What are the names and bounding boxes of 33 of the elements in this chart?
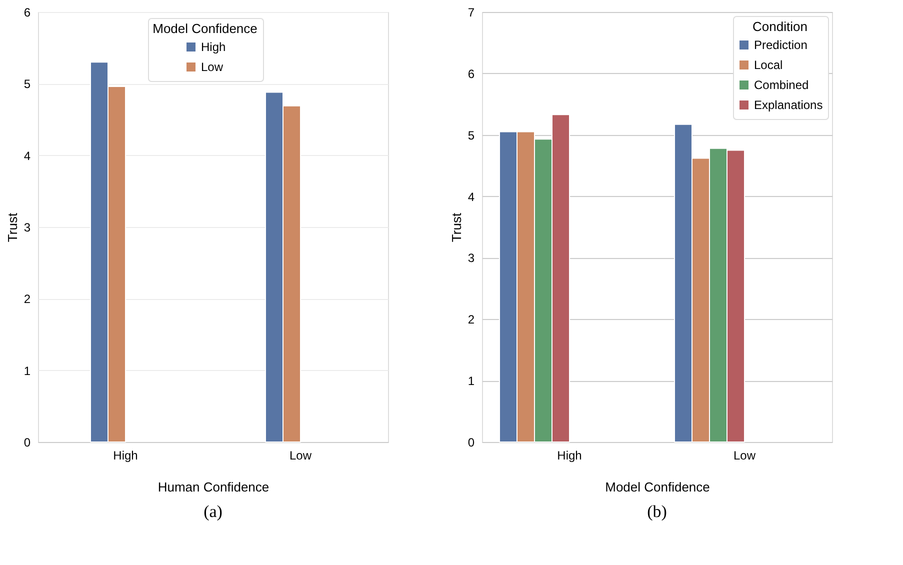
x-tick-label: Low: [289, 448, 312, 462]
y-tick-label: 3: [468, 251, 475, 266]
text: (a): [204, 502, 222, 521]
y-tick-label: 6: [24, 6, 31, 20]
y-tick-label: 0: [24, 436, 31, 450]
y-axis-title: Trust: [4, 212, 20, 242]
y-tick-label: 2: [24, 292, 31, 306]
legend-label: High: [201, 40, 226, 54]
legend-title: Model Confidence: [152, 21, 258, 36]
y-tick-label: 2: [468, 312, 475, 327]
y-tick-label: 0: [468, 436, 475, 450]
y-tick-label: 5: [24, 77, 31, 92]
x-axis-title: Model Confidence: [605, 480, 710, 494]
legend-label: Local: [754, 58, 783, 72]
x-axis-title: Human Confidence: [158, 480, 270, 494]
legend-label: Low: [201, 60, 224, 74]
y-tick-label: 6: [468, 66, 475, 81]
y-tick-label: 1: [468, 374, 475, 388]
text: (b): [647, 502, 667, 521]
legend-label: Prediction: [754, 38, 808, 52]
y-tick-label: 4: [468, 190, 475, 204]
x-tick-label: High: [557, 448, 582, 462]
y-tick-label: 7: [468, 6, 475, 20]
legend-label: Combined: [754, 78, 809, 92]
legend-label: Explanations: [754, 98, 823, 112]
y-tick-label: 4: [24, 148, 31, 163]
x-tick-label: High: [113, 448, 138, 462]
x-tick-label: Low: [733, 448, 756, 462]
y-tick-label: 3: [24, 220, 31, 234]
y-tick-label: 1: [24, 364, 31, 378]
y-tick-label: 5: [468, 128, 475, 142]
y-axis-title: Trust: [448, 212, 464, 242]
legend-title: Condition: [752, 19, 808, 34]
